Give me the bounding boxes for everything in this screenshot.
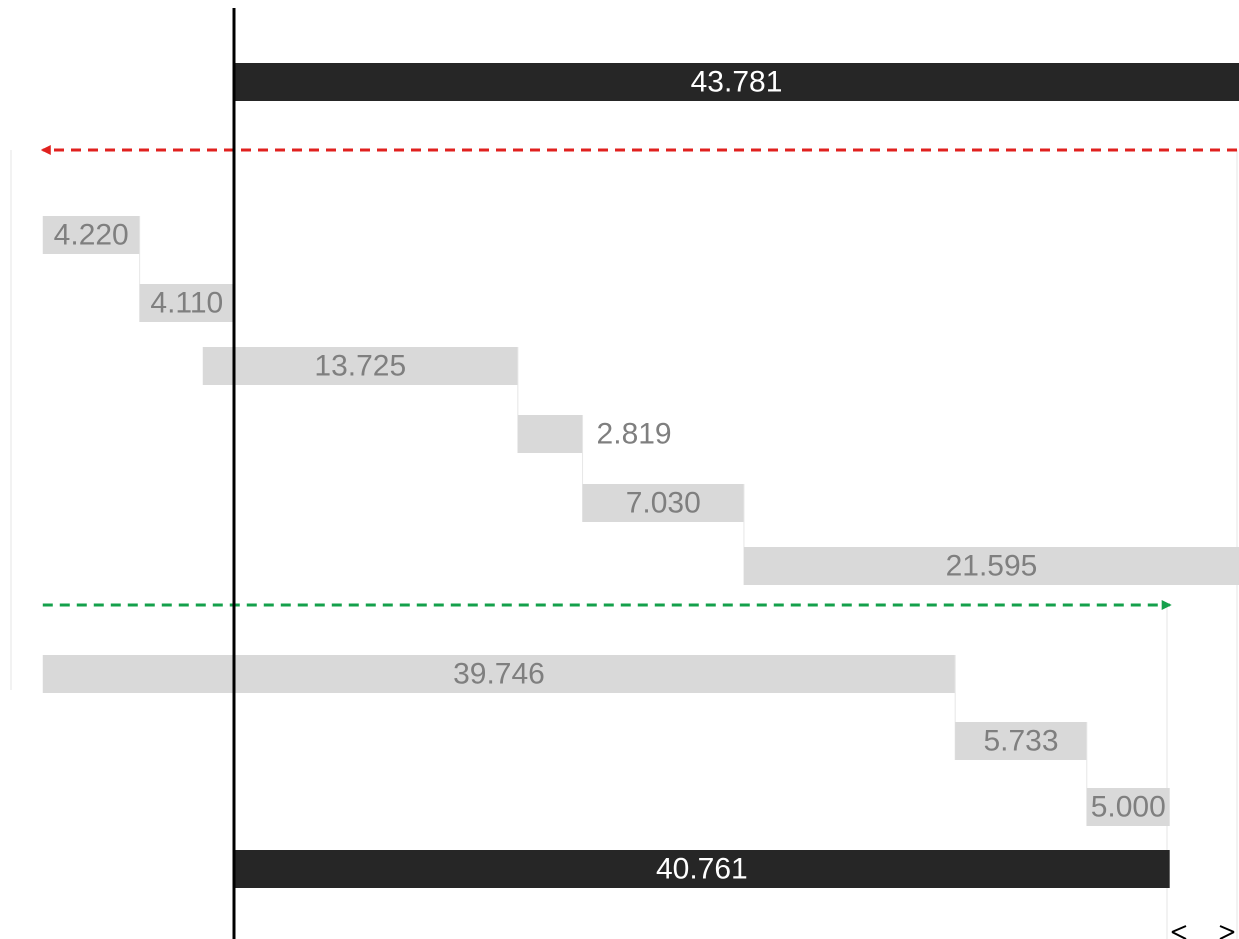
total-bar bbox=[234, 63, 1239, 101]
step-bar bbox=[517, 415, 583, 453]
double-arrow-left-head bbox=[1171, 925, 1187, 939]
chart-marks: 4.220 4.110 13.725 2.819 7.030 21.595 39.746 5.… bbox=[10, 8, 1239, 939]
double-arrow-right-head bbox=[1219, 925, 1235, 939]
total-label: 43.781 bbox=[691, 66, 783, 99]
step-label: 39.746 bbox=[453, 658, 545, 691]
step-bar bbox=[743, 547, 1239, 585]
step-bar bbox=[1086, 788, 1170, 826]
step-label: 13.725 bbox=[314, 350, 406, 383]
total-bar bbox=[234, 850, 1170, 888]
step-label: 21.595 bbox=[946, 550, 1038, 583]
step-bar bbox=[139, 284, 234, 322]
step-label: 5.733 bbox=[983, 725, 1058, 758]
step-bar bbox=[955, 722, 1087, 760]
step-bar bbox=[42, 655, 956, 693]
step-bar bbox=[202, 347, 518, 385]
step-label: 4.110 bbox=[150, 287, 223, 320]
step-label: 4.220 bbox=[54, 219, 129, 252]
step-bar bbox=[582, 484, 744, 522]
step-bar bbox=[42, 216, 140, 254]
total-label: 40.761 bbox=[656, 853, 748, 886]
step-label: 7.030 bbox=[626, 487, 701, 520]
step-label: 5.000 bbox=[1091, 791, 1166, 824]
step-label: 2.819 bbox=[597, 418, 672, 451]
